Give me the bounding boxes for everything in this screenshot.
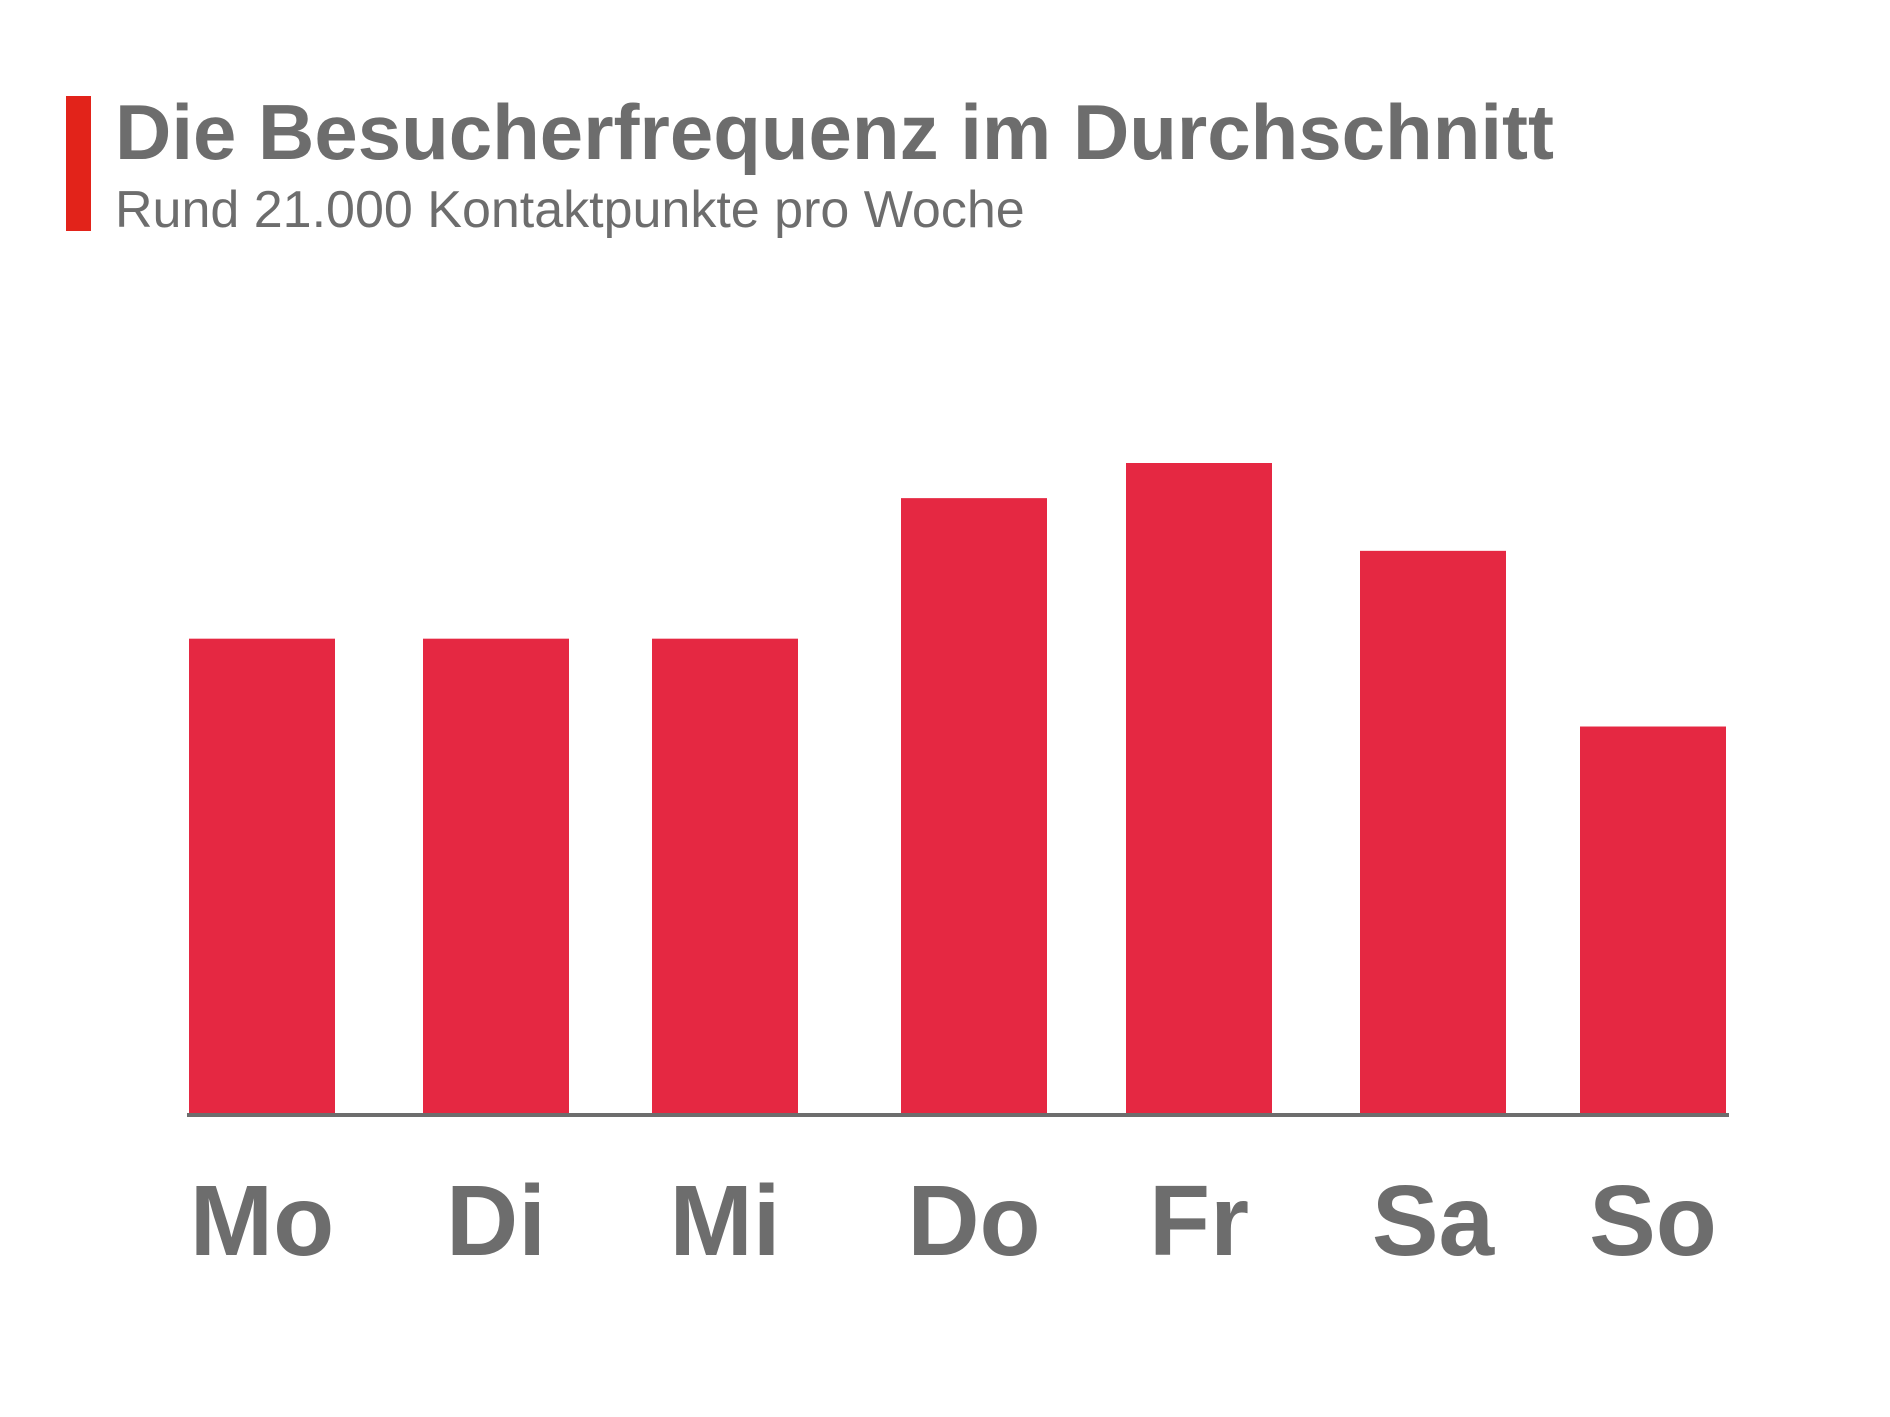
- chart-subtitle: Rund 21.000 Kontaktpunkte pro Woche: [115, 181, 1025, 239]
- bar-mo: [189, 638, 335, 1113]
- bar-di: [423, 638, 569, 1113]
- bar-sa: [1360, 550, 1506, 1113]
- bar-so: [1580, 726, 1726, 1113]
- bar-fr: [1126, 463, 1272, 1113]
- x-tick-label-di: Di: [446, 1165, 546, 1277]
- x-tick-label-mo: Mo: [190, 1165, 334, 1277]
- x-tick-label-sa: Sa: [1372, 1165, 1496, 1277]
- bars-group: [189, 463, 1726, 1113]
- x-tick-label-fr: Fr: [1149, 1165, 1249, 1277]
- bar-mi: [652, 638, 798, 1113]
- x-tick-label-do: Do: [907, 1165, 1040, 1277]
- x-tick-label-so: So: [1589, 1165, 1717, 1277]
- bar-do: [901, 498, 1047, 1113]
- chart-title: Die Besucherfrequenz im Durchschnitt: [115, 88, 1554, 176]
- title-accent-bar: [66, 96, 91, 231]
- x-tick-label-mi: Mi: [669, 1165, 780, 1277]
- x-axis-labels: Mo Di Mi Do Fr Sa So: [190, 1165, 1717, 1277]
